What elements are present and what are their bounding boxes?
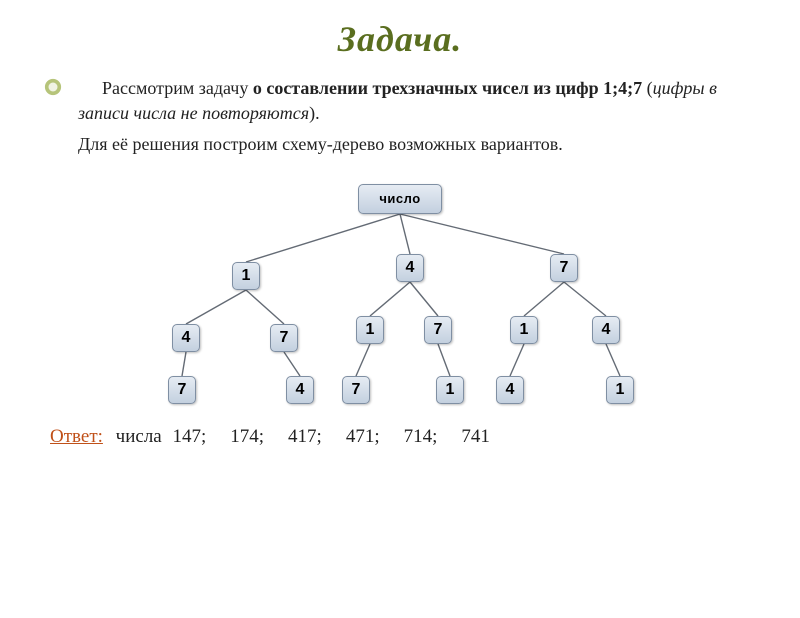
p1-bold: о составлении трехзначных чисел из цифр … xyxy=(253,78,647,98)
paragraph-1: Рассмотрим задачу о составлении трехзнач… xyxy=(78,76,740,126)
tree-node: 1 xyxy=(510,316,538,344)
tree-node: 7 xyxy=(168,376,196,404)
content-block: Рассмотрим задачу о составлении трехзнач… xyxy=(0,60,800,158)
page-title: Задача. xyxy=(0,18,800,60)
answer-value: 714; xyxy=(404,426,438,447)
tree-node: 1 xyxy=(606,376,634,404)
tree-node: 1 xyxy=(356,316,384,344)
answer-label: Ответ: xyxy=(50,426,103,447)
tree-node: 4 xyxy=(172,324,200,352)
paragraph-2: Для её решения построим схему-дерево воз… xyxy=(78,132,740,157)
bullet-icon xyxy=(44,78,62,96)
tree-node: 7 xyxy=(342,376,370,404)
answer-value: 174; xyxy=(230,426,264,447)
tree-node: 1 xyxy=(436,376,464,404)
tree-node: 4 xyxy=(286,376,314,404)
answer-line: Ответ: числа 147; 174; 417; 471; 714; 741 xyxy=(0,406,800,448)
p1-lead: Рассмотрим задачу xyxy=(102,78,253,98)
answer-prefix: числа xyxy=(116,426,162,447)
p1-iclose: ). xyxy=(309,103,320,123)
tree-node: 4 xyxy=(592,316,620,344)
answer-value: 741 xyxy=(461,426,490,447)
tree-node: 7 xyxy=(424,316,452,344)
tree-node: 1 xyxy=(232,262,260,290)
tree-node: 4 xyxy=(396,254,424,282)
tree-node: 7 xyxy=(270,324,298,352)
tree-root-node: число xyxy=(358,184,442,214)
answer-value: 417; xyxy=(288,426,322,447)
answer-value: 471; xyxy=(346,426,380,447)
tree-node: 7 xyxy=(550,254,578,282)
answer-value: 147; xyxy=(172,426,206,447)
tree-diagram: число147471714747141 xyxy=(110,176,690,406)
answer-values: числа 147; 174; 417; 471; 714; 741 xyxy=(116,426,514,447)
tree-node: 4 xyxy=(496,376,524,404)
